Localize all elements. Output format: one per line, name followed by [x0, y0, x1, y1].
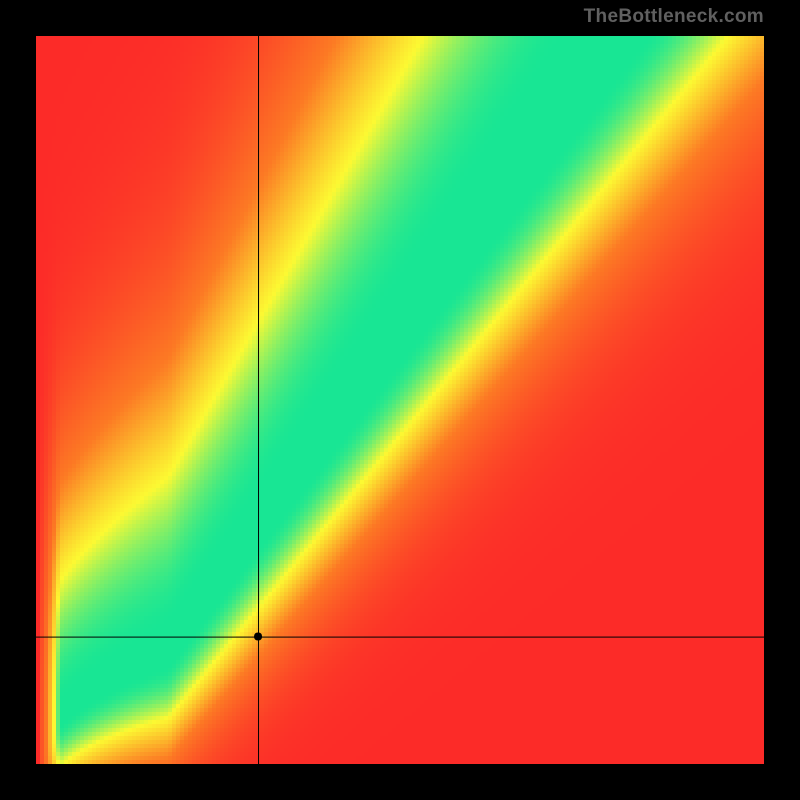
heatmap-plot [36, 36, 764, 764]
heatmap-canvas [36, 36, 764, 764]
watermark-text: TheBottleneck.com [584, 6, 764, 28]
chart-container: TheBottleneck.com [0, 0, 800, 800]
